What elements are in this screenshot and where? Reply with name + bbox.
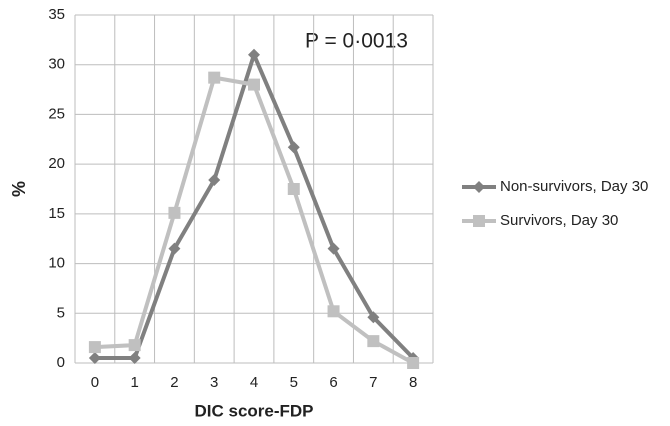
data-point bbox=[327, 242, 340, 255]
data-point bbox=[407, 357, 420, 369]
y-tick-label: 30 bbox=[48, 56, 65, 73]
x-tick-label: 8 bbox=[409, 374, 417, 391]
data-point bbox=[88, 352, 101, 365]
data-point bbox=[327, 305, 340, 318]
legend-label: Non-survivors, Day 30 bbox=[500, 178, 648, 195]
data-point bbox=[287, 183, 300, 195]
x-tick-label: 0 bbox=[91, 374, 99, 391]
data-point bbox=[128, 352, 141, 365]
y-tick-label: 20 bbox=[48, 155, 65, 172]
data-point bbox=[367, 335, 380, 348]
y-axis-label: % bbox=[9, 181, 29, 197]
x-tick-label: 4 bbox=[250, 374, 258, 391]
legend-marker bbox=[473, 181, 485, 193]
data-point bbox=[168, 206, 181, 219]
data-point bbox=[88, 341, 101, 354]
x-tick-label: 2 bbox=[170, 374, 178, 391]
y-tick-label: 0 bbox=[57, 354, 65, 371]
data-point bbox=[248, 78, 260, 91]
legend-marker bbox=[473, 215, 485, 227]
series-line bbox=[94, 75, 415, 365]
data-point bbox=[208, 71, 221, 84]
x-tick-label: 3 bbox=[210, 374, 218, 391]
y-tick-label: 10 bbox=[48, 255, 65, 272]
x-tick-label: 6 bbox=[329, 374, 337, 391]
data-point bbox=[287, 141, 300, 154]
legend-label: Survivors, Day 30 bbox=[500, 212, 618, 229]
x-tick-label: 7 bbox=[369, 374, 377, 391]
data-point bbox=[168, 242, 181, 255]
y-tick-label: 35 bbox=[48, 6, 65, 23]
data-point bbox=[208, 174, 221, 187]
annotation: P = 0·0013 bbox=[305, 30, 408, 53]
y-tick-label: 5 bbox=[57, 304, 65, 321]
data-point bbox=[128, 339, 141, 352]
y-tick-label: 25 bbox=[48, 105, 65, 122]
data-point bbox=[248, 48, 260, 61]
data-point bbox=[367, 311, 380, 324]
x-tick-label: 1 bbox=[130, 374, 138, 391]
x-tick-label: 5 bbox=[290, 374, 298, 391]
y-tick-label: 15 bbox=[48, 205, 65, 222]
x-axis-label: DIC score-FDP bbox=[194, 401, 313, 420]
